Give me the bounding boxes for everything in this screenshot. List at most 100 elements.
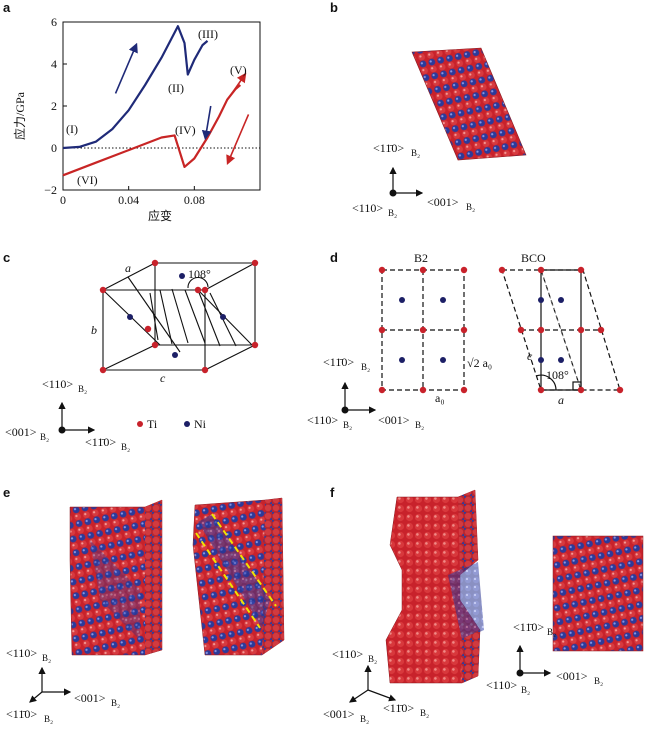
axis-sub: B₂ (368, 654, 377, 664)
unit-cell-atoms (99, 259, 259, 374)
axis-label-1bar10: <11̄0> (323, 355, 354, 369)
axis-label-110: <110> (486, 678, 517, 692)
axis-label-001: <001> (556, 669, 588, 683)
legend-ni-label: Ni (194, 417, 207, 431)
twin-boundary-dash (211, 513, 277, 607)
axis-sub: B₂ (361, 362, 370, 372)
ni-atom (220, 314, 226, 320)
x-tick-label: 0.04 (118, 193, 139, 207)
axis-label-1bar10: <11̄0> (383, 701, 414, 715)
bco-edge-c: c (527, 349, 533, 363)
pillar-side-bottom (460, 630, 480, 683)
b2-title: B2 (414, 251, 428, 265)
axis-label-110: <110> (307, 413, 338, 427)
ni-atom (127, 314, 133, 320)
direction-arrow-up (114, 42, 138, 94)
ti-atom (201, 366, 209, 374)
axis-sub: B₂ (121, 442, 130, 452)
axis-sub: B₂ (42, 653, 51, 663)
axis-label-110: <110> (42, 377, 73, 391)
ti-atom (194, 286, 202, 294)
axis-sub: B₂ (466, 202, 475, 212)
direction-arrow-down (201, 105, 212, 141)
ti-atom (251, 259, 259, 267)
unit-cell-diagram (102, 262, 256, 371)
axis-sub: B₂ (547, 627, 556, 637)
y-tick-label: 6 (51, 15, 57, 29)
axis-sub: B₂ (415, 420, 424, 430)
panel-d: d B2 BCO √2 a₀ a₀ (307, 250, 624, 430)
pillar-side-top (458, 490, 478, 575)
panel-label-e: e (3, 485, 10, 500)
region-label-vi: (VI) (77, 173, 98, 187)
edge-label-a: a (125, 261, 131, 275)
region-label-v: (V) (230, 63, 247, 77)
y-tick-label: 4 (51, 57, 57, 71)
edge-label-c: c (160, 371, 166, 385)
axis-sub: B₂ (360, 714, 369, 724)
ti-atom (151, 259, 159, 267)
ti-atom (251, 341, 259, 349)
axis-sub: B₂ (420, 708, 429, 718)
ti-atom (99, 286, 107, 294)
axis-sub: B₂ (411, 148, 420, 158)
edge-label-b: b (91, 323, 97, 337)
axes-b: <11̄0> B₂ <110> B₂ <001> B₂ (352, 141, 475, 218)
axis-sub: B₂ (78, 384, 87, 394)
twin-band (198, 514, 270, 628)
atomistic-block-1-side (145, 500, 162, 655)
ti-atom (201, 286, 209, 294)
region-label-ii: (II) (168, 81, 184, 95)
bco-title: BCO (521, 251, 546, 265)
axis-label-001: <001> (323, 707, 355, 721)
y-tick-label: 0 (51, 141, 57, 155)
region-label-i: (I) (66, 122, 78, 136)
panel-f: f <110> B₂ <001> B₂ <11̄0> B₂ <11̄0> B₂ … (323, 485, 644, 724)
ti-atom (99, 366, 107, 374)
x-tick-label: 0 (60, 193, 66, 207)
atomistic-block-2-side (262, 498, 284, 655)
axis-label-110: <110> (352, 201, 383, 215)
axes-e: <110> B₂ <001> B₂ <11̄0> B₂ (6, 646, 120, 724)
series-line-2 (62, 84, 242, 177)
b2-a0: a₀ (435, 391, 445, 405)
panel-label-d: d (330, 250, 338, 265)
panel-e: e <110> B₂ <001> B₂ <11̄0> B₂ (3, 485, 285, 724)
y-tick-label: −2 (44, 183, 57, 197)
angle-label-108: 108° (188, 267, 211, 281)
panel-b: b <11̄0> B₂ <110> B₂ <001> B₂ (330, 0, 527, 218)
axis-label-001: <001> (74, 691, 106, 705)
twin-boundary-dash (195, 532, 261, 629)
axes-c: <110> B₂ <001> B₂ <11̄0> B₂ (5, 377, 130, 452)
axes-f-right: <11̄0> B₂ <110> B₂ <001> B₂ (486, 620, 603, 695)
axis-sub: B₂ (343, 420, 352, 430)
series-line-1 (62, 25, 209, 150)
ni-atom (179, 273, 185, 279)
pillar-shear-zone (448, 562, 484, 640)
axis-label-001: <001> (5, 425, 37, 439)
ti-atom (151, 341, 159, 349)
x-tick-label: 0.08 (184, 193, 205, 207)
y-tick-label: 2 (51, 99, 57, 113)
axis-sub: B₂ (594, 676, 603, 686)
axis-label-001: <001> (427, 195, 459, 209)
panel-label-b: b (330, 0, 338, 15)
legend-ti-label: Ti (147, 417, 158, 431)
bco-edge-a: a (558, 393, 564, 407)
legend-c: Ti Ni (137, 417, 207, 431)
b2-atoms (378, 266, 468, 394)
axis-label-001: <001> (378, 413, 410, 427)
chart-series (62, 25, 242, 177)
axis-label-1bar10: <11̄0> (85, 435, 116, 449)
axis-label-1bar10: <11̄0> (513, 620, 544, 634)
region-label-iii: (III) (198, 27, 218, 41)
atomistic-slab-b2 (411, 47, 527, 161)
chart-arrows (114, 42, 250, 166)
axis-label-110: <110> (332, 647, 363, 661)
legend-ni-marker (184, 421, 190, 427)
axis-sub: B₂ (388, 208, 397, 218)
panel-c: c (3, 250, 259, 452)
